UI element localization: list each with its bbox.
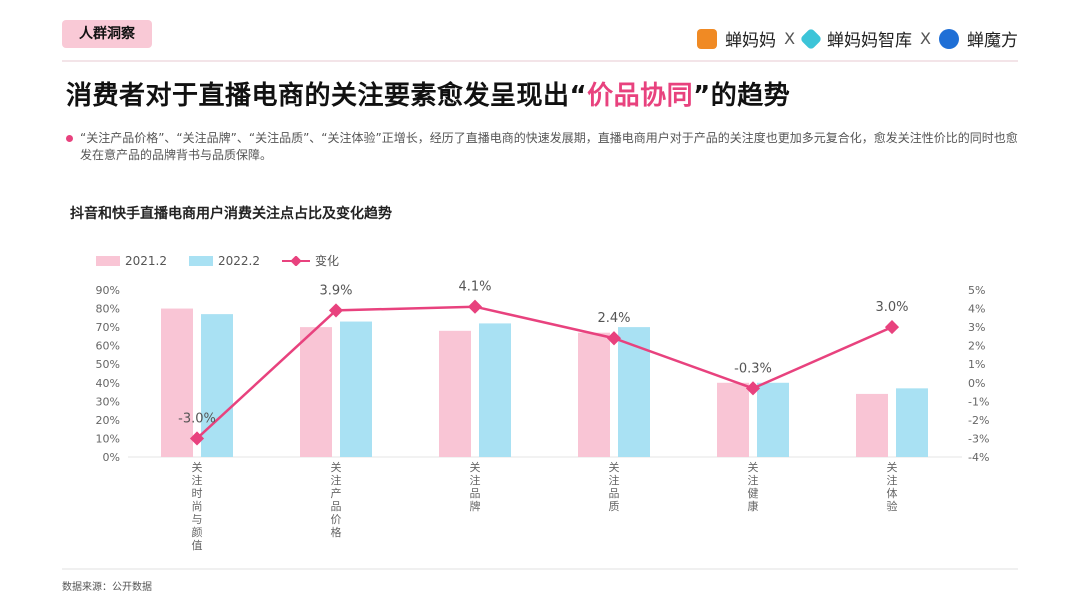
bar-2022.2	[340, 321, 372, 457]
legend-item-change: 变化	[282, 252, 339, 269]
left-axis-tick: 90%	[96, 284, 120, 297]
change-data-label: -3.0%	[178, 411, 216, 426]
change-data-label: 4.1%	[458, 280, 491, 295]
left-axis-tick: 10%	[96, 432, 120, 445]
title-text: 消费者对于直播电商的关注要素愈发呈现出“	[66, 81, 588, 111]
right-axis-tick: 2%	[968, 340, 985, 353]
change-marker	[467, 299, 483, 314]
change-marker	[189, 431, 205, 446]
data-source: 数据来源：公开数据	[62, 582, 152, 593]
legend-label: 2022.2	[218, 253, 260, 268]
chanmofang-logo-icon	[939, 28, 959, 49]
logo-chanmofang: 蝉魔方	[967, 31, 1018, 51]
footer-divider	[62, 568, 1018, 570]
change-marker	[328, 303, 344, 318]
chanmama-logo-icon	[697, 28, 718, 49]
change-marker	[884, 320, 900, 335]
left-axis-tick: 40%	[96, 377, 120, 390]
title-text-end: ”的趋势	[693, 81, 791, 111]
change-data-label: -0.3%	[734, 361, 772, 376]
title-highlight: 价品协同	[587, 81, 694, 111]
left-axis-tick: 70%	[96, 321, 120, 334]
change-data-label: 2.4%	[597, 311, 630, 326]
change-data-label: 3.0%	[875, 300, 908, 315]
bar-2021.2	[300, 327, 332, 457]
bar-2022.2	[757, 382, 789, 457]
change-line	[196, 305, 893, 440]
section-tag: 人群洞察	[62, 20, 152, 48]
right-axis-tick: 5%	[968, 284, 985, 297]
right-axis-tick: 3%	[968, 321, 985, 334]
legend-line-marker	[282, 255, 310, 266]
change-marker	[606, 331, 622, 346]
legend-item-2022: 2022.2	[189, 254, 260, 268]
legend-label: 变化	[315, 254, 340, 268]
bar-2021.2	[856, 393, 888, 457]
chart-legend: 2021.2 2022.2 变化	[96, 252, 339, 269]
right-axis-tick: -1%	[968, 395, 989, 408]
bar-2021.2	[161, 308, 193, 457]
x-axis-label: 关注品质	[609, 460, 620, 513]
right-axis-tick: -3%	[968, 432, 989, 445]
header-divider	[62, 60, 1018, 62]
x-axis-label: 关注时尚与颜值	[192, 460, 203, 552]
page-title: 消费者对于直播电商的关注要素愈发呈现出“价品协同”的趋势	[66, 75, 790, 112]
left-axis-tick: 20%	[96, 414, 120, 427]
bar-2021.2	[578, 332, 610, 457]
bar-2022.2	[479, 323, 511, 457]
x-axis-label: 关注健康	[748, 460, 759, 513]
legend-label: 2021.2	[125, 253, 167, 268]
legend-swatch	[96, 255, 120, 266]
legend-item-2021: 2021.2	[96, 254, 167, 268]
chart-title: 抖音和快手直播电商用户消费关注点占比及变化趋势	[70, 206, 392, 222]
logo-chanmama-zhiku: 蝉妈妈智库	[827, 31, 913, 51]
x-axis-label: 关注体验	[887, 460, 898, 513]
right-axis-tick: -4%	[968, 451, 989, 464]
left-axis-tick: 80%	[96, 303, 120, 316]
right-axis-tick: 4%	[968, 303, 985, 316]
right-axis-tick: 1%	[968, 358, 985, 371]
separator: X	[920, 29, 931, 48]
x-axis-label: 关注产品价格	[331, 460, 342, 539]
logo-chanmama: 蝉妈妈	[725, 31, 777, 51]
x-axis-label: 关注品牌	[470, 460, 481, 513]
partner-logos: 蝉妈妈 X 蝉妈妈智库 X 蝉魔方	[697, 26, 1018, 51]
bar-2021.2	[439, 330, 471, 457]
change-marker	[745, 381, 761, 396]
bar-2021.2	[717, 382, 749, 457]
left-axis-tick: 60%	[96, 340, 120, 353]
right-axis-tick: 0%	[968, 377, 985, 390]
left-axis-tick: 0%	[103, 451, 120, 464]
bar-2022.2	[201, 314, 233, 457]
left-axis-tick: 30%	[96, 395, 120, 408]
right-axis-tick: -2%	[968, 414, 989, 427]
description: “关注产品价格”、“关注品牌”、“关注品质”、“关注体验”正增长，经历了直播电商…	[66, 130, 1026, 164]
legend-swatch	[189, 255, 213, 266]
change-data-label: 3.9%	[319, 283, 352, 298]
left-axis-tick: 50%	[96, 358, 120, 371]
separator: X	[784, 29, 796, 48]
bar-2022.2	[896, 388, 928, 457]
